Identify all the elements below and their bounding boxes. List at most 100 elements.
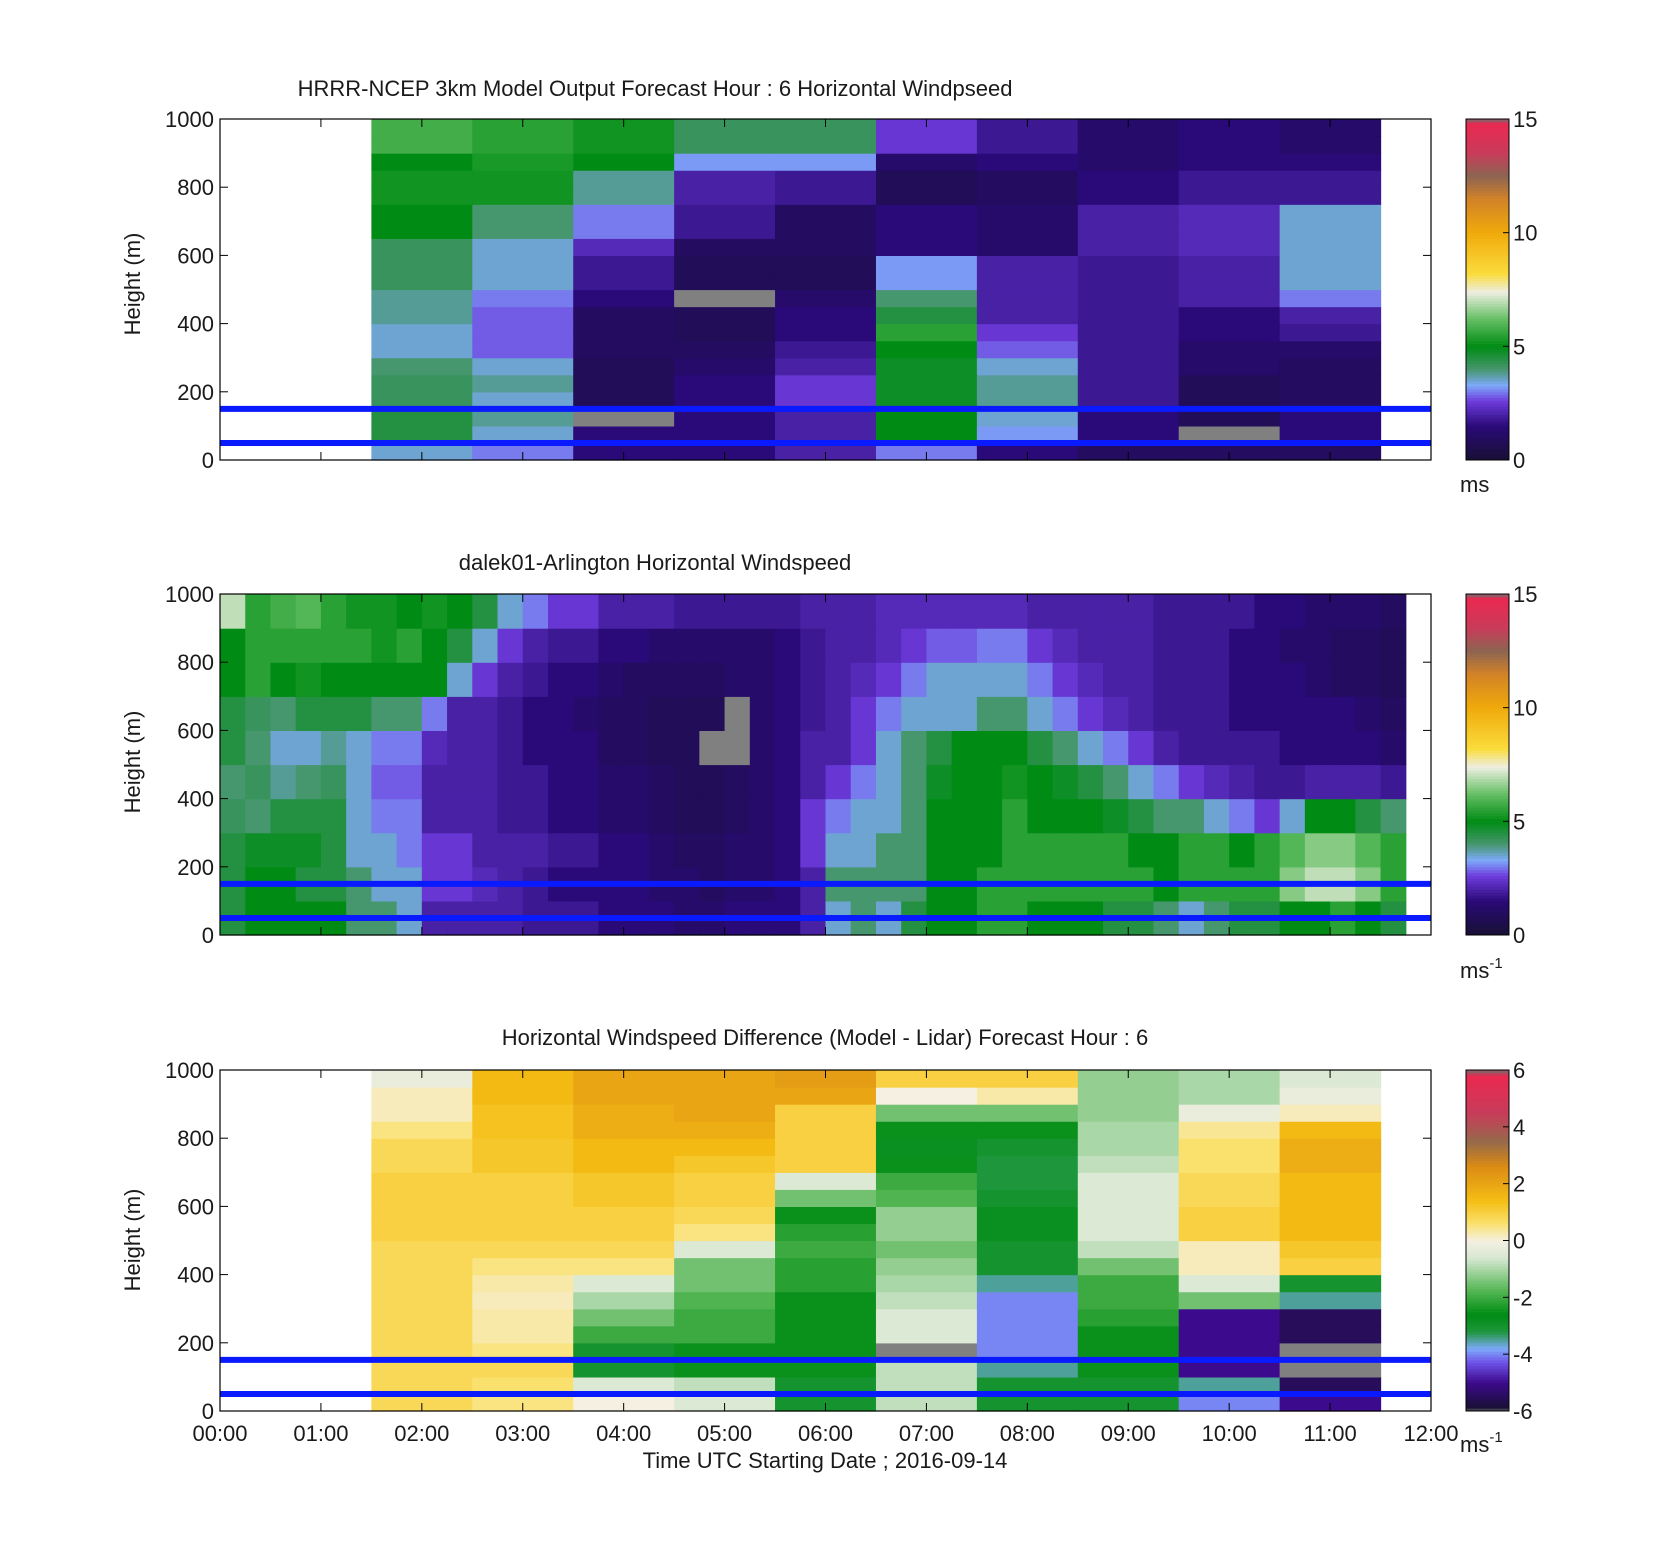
- heatmap-cell: [371, 221, 473, 239]
- colorbar-segment: [1466, 1203, 1509, 1207]
- heatmap-cell: [598, 832, 625, 868]
- heatmap-cell: [1077, 1376, 1180, 1395]
- heatmap-cell: [775, 306, 877, 325]
- heatmap-cell: [1077, 1325, 1180, 1344]
- panel-title: Horizontal Windspeed Difference (Model -…: [502, 1025, 1148, 1050]
- heatmap-cell: [472, 442, 574, 461]
- heatmap-cell: [976, 1087, 1079, 1105]
- heatmap-cell: [1052, 798, 1079, 834]
- colorbar-segment: [1466, 721, 1509, 726]
- colorbar-segment: [1466, 448, 1509, 452]
- heatmap-cell: [875, 204, 978, 222]
- colorbar-segment: [1466, 312, 1509, 316]
- heatmap-cell: [522, 798, 549, 834]
- heatmap-cell: [346, 628, 372, 663]
- heatmap-cell: [775, 1155, 877, 1173]
- colorbar-segment: [1466, 1300, 1509, 1304]
- heatmap-cell: [775, 798, 801, 834]
- heatmap-cell: [371, 289, 473, 308]
- colorbar-segment: [1466, 420, 1509, 424]
- colorbar-tick-label: -2: [1513, 1285, 1533, 1310]
- heatmap-cell: [472, 662, 499, 697]
- colorbar-segment: [1466, 1317, 1509, 1321]
- heatmap-cell: [447, 764, 473, 800]
- colorbar-segment: [1466, 1325, 1509, 1330]
- colorbar-segment: [1466, 1138, 1509, 1142]
- heatmap-cell: [421, 764, 448, 800]
- heatmap-cell: [1052, 628, 1079, 663]
- heatmap-cell: [1178, 119, 1281, 137]
- heatmap-cell: [270, 594, 297, 629]
- heatmap-cell: [1077, 1206, 1180, 1225]
- colorbar-segment: [1466, 795, 1509, 800]
- heatmap-cell: [875, 764, 902, 800]
- heatmap-cell: [371, 1172, 473, 1190]
- heatmap-cell: [775, 170, 877, 188]
- heatmap-cell: [371, 696, 398, 731]
- heatmap-cell: [1380, 594, 1407, 629]
- colorbar-segment: [1466, 1339, 1509, 1344]
- heatmap-cell: [1178, 1274, 1281, 1293]
- colorbar-segment: [1466, 727, 1509, 731]
- heatmap-cell: [951, 832, 978, 868]
- colorbar-segment: [1466, 218, 1509, 222]
- heatmap-cell: [775, 1257, 877, 1276]
- heatmap-cell: [573, 391, 675, 410]
- heatmap-cell: [472, 1172, 574, 1190]
- heatmap-cell: [775, 204, 877, 222]
- colorbar-segment: [1466, 611, 1509, 615]
- heatmap-cell: [901, 730, 928, 766]
- heatmap-cell: [674, 1223, 776, 1242]
- heatmap-cell: [270, 730, 297, 766]
- heatmap-cell: [598, 594, 625, 629]
- heatmap-cell: [1178, 1087, 1281, 1105]
- colorbar-segment: [1466, 1149, 1509, 1153]
- heatmap-cell: [472, 255, 574, 274]
- colorbar-segment: [1466, 687, 1509, 692]
- heatmap-cell: [472, 1138, 574, 1156]
- colorbar-segment: [1466, 1189, 1509, 1193]
- colorbar-segment: [1466, 133, 1509, 137]
- heatmap-cell: [1027, 730, 1054, 766]
- colorbar-segment: [1466, 809, 1509, 814]
- heatmap-cell: [472, 357, 574, 376]
- colorbar-segment: [1466, 1084, 1509, 1088]
- colorbar-segment: [1466, 1303, 1509, 1307]
- heatmap-cell: [775, 1240, 877, 1259]
- heatmap-cell: [371, 1070, 473, 1088]
- colorbar-segment: [1466, 625, 1509, 629]
- heatmap-cell: [875, 730, 902, 766]
- colorbar-segment: [1466, 764, 1509, 768]
- heatmap-cell: [749, 798, 776, 834]
- heatmap-cell: [472, 306, 574, 325]
- heatmap-cell: [1002, 764, 1028, 800]
- colorbar-segment: [1466, 337, 1509, 342]
- heatmap-cell: [1077, 1240, 1180, 1259]
- colorbar-segment: [1466, 861, 1509, 865]
- colorbar-segment: [1466, 1109, 1509, 1114]
- colorbar: -6 -4 -2 0 2 4 6: [1465, 1058, 1533, 1424]
- heatmap-cell: [724, 832, 751, 868]
- heatmap-cell: [1304, 764, 1331, 800]
- x-tick-label: 06:00: [798, 1421, 853, 1446]
- heatmap-cell: [674, 1291, 776, 1310]
- heatmap-cell: [850, 662, 877, 697]
- heatmap-cell: [1279, 306, 1382, 325]
- heatmap-cell: [346, 696, 372, 731]
- colorbar-segment: [1466, 1263, 1509, 1267]
- heatmap-cell: [976, 662, 1003, 697]
- heatmap-cell: [573, 662, 600, 697]
- heatmap-cell: [371, 764, 398, 800]
- colorbar-segment: [1466, 204, 1509, 208]
- colorbar-segment: [1466, 767, 1509, 771]
- colorbar-segment: [1466, 673, 1509, 677]
- heatmap-cell: [1128, 798, 1155, 834]
- heatmap-cell: [775, 442, 877, 461]
- colorbar-segment: [1466, 747, 1509, 751]
- colorbar-segment: [1466, 736, 1509, 740]
- heatmap-cell: [573, 1087, 675, 1105]
- heatmap-cell: [1103, 764, 1129, 800]
- y-tick-label: 400: [177, 787, 214, 812]
- colorbar-segment: [1466, 431, 1509, 435]
- heatmap-cell: [1103, 730, 1129, 766]
